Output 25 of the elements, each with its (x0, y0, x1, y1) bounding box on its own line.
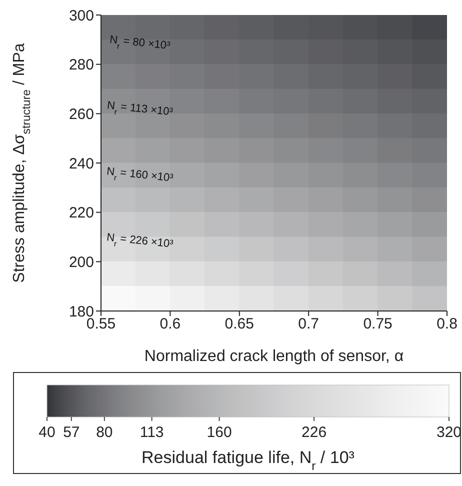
y-tick-label: 300 (68, 7, 94, 24)
annotation: N$_{r}$ = 80 ×10³ (109, 34, 172, 52)
color-bar-label: 226 (302, 424, 327, 441)
x-tick-label: 0.6 (160, 316, 181, 333)
annotation: N$_{r}$ = 160 ×10³ (106, 166, 174, 184)
y-tick-label: 280 (68, 56, 94, 74)
x-tick-label: 0.7 (298, 316, 320, 333)
y-tick-label: 220 (68, 204, 94, 222)
color-bar-label: 40 (38, 424, 56, 441)
x-tick-label: 0.75 (363, 316, 392, 333)
x-axis-title: Normalized crack length of sensor, α (144, 348, 404, 365)
annotation: N$_{r}$ = 113 ×10³ (106, 100, 174, 118)
color-bar-label: 320 (436, 424, 462, 441)
color-bar-label: 113 (140, 424, 164, 441)
x-tick-label: 0.55 (86, 316, 116, 333)
color-bar-label: 80 (96, 424, 113, 441)
color-bar-title: Residual fatigue life, N$_{r}$ / 10³ (142, 448, 355, 473)
x-tick-label: 0.65 (224, 316, 254, 333)
y-tick-label: 260 (68, 106, 94, 123)
x-tick-label: 0.8 (436, 316, 458, 333)
color-bar-label: 160 (206, 424, 232, 441)
y-tick-label: 240 (68, 155, 94, 172)
annotation: N$_{r}$ = 226 ×10³ (106, 232, 174, 250)
color-bar-label: 57 (63, 424, 80, 441)
y-tick-label: 200 (68, 254, 94, 271)
